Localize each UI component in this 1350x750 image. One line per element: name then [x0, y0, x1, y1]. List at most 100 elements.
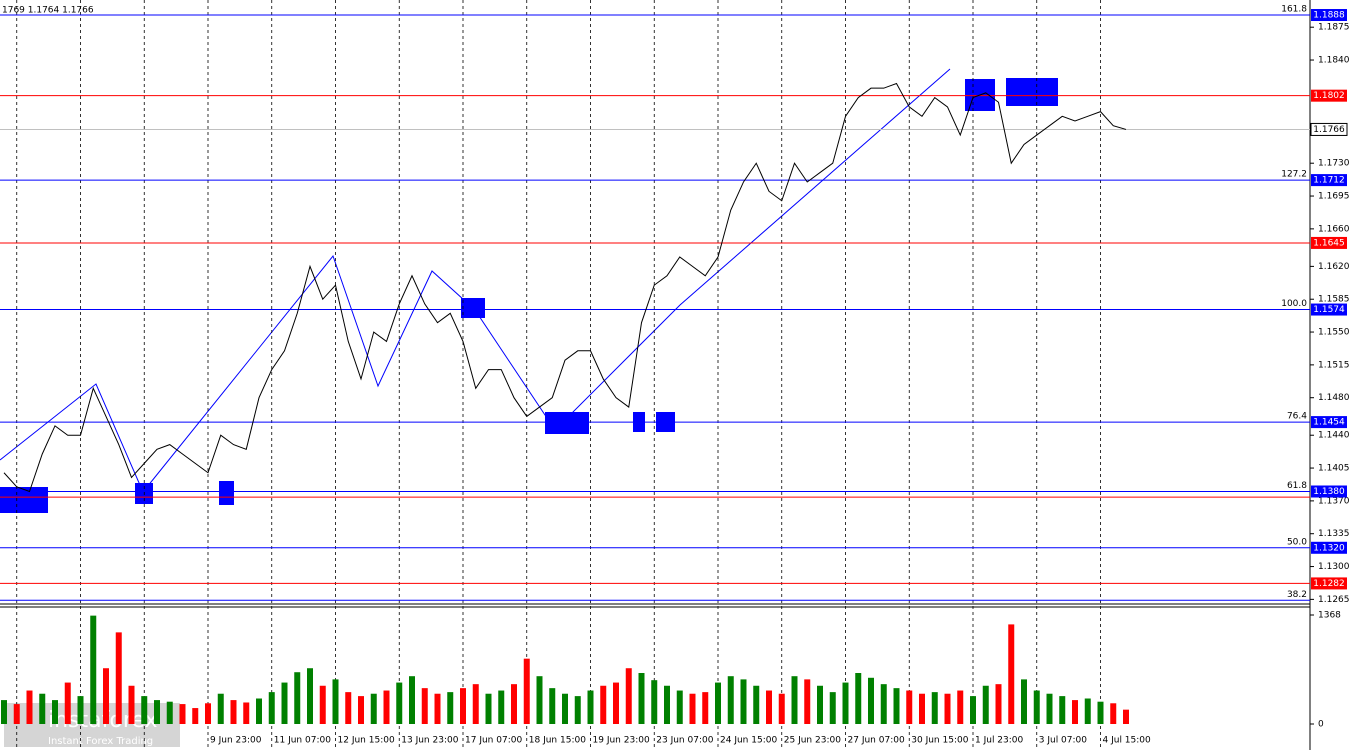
volume-bar	[868, 677, 874, 724]
y-tick-label: 1.1550	[1318, 328, 1350, 338]
volume-bar	[1046, 693, 1053, 724]
volume-bar	[192, 708, 199, 724]
volume-bar	[587, 690, 594, 724]
volume-bar	[574, 696, 581, 724]
volume-bar	[294, 672, 301, 724]
volume-bar	[115, 632, 122, 724]
volume-bar	[651, 680, 658, 724]
volume-bar	[702, 692, 709, 724]
volume-bar	[103, 668, 109, 724]
quote-header: 1769 1.1764 1.1766	[2, 6, 94, 16]
x-tick-label: 27 Jun 07:00	[848, 736, 905, 746]
volume-bar	[1008, 624, 1015, 724]
volume-bar	[970, 696, 976, 724]
volume-tick-label: 1368	[1318, 611, 1341, 621]
y-tick-label: 1.1405	[1318, 464, 1350, 474]
volume-bar	[1021, 679, 1027, 724]
volume-bar	[154, 700, 160, 724]
y-tick-label: 1.1300	[1318, 562, 1350, 572]
volume-bar	[256, 698, 262, 724]
volume-bar	[434, 693, 441, 724]
fib-label: 100.0	[1281, 299, 1307, 309]
volume-bar	[307, 668, 313, 724]
volume-bar	[77, 696, 84, 724]
x-tick-label: 17 Jun 07:00	[465, 736, 522, 746]
volume-bar	[1084, 698, 1091, 724]
volume-bar	[523, 658, 530, 724]
volume-bar	[855, 673, 862, 724]
volume-bar	[625, 668, 632, 724]
x-tick-label: 23 Jun 07:00	[656, 736, 713, 746]
volume-tick-label: 0	[1318, 720, 1324, 730]
y-tick-label: 1.1730	[1318, 159, 1350, 169]
fib-label: 61.8	[1287, 481, 1307, 491]
x-tick-label: 12 Jun 15:00	[338, 736, 395, 746]
box	[545, 412, 589, 434]
volume-bar	[689, 693, 696, 724]
volume-bar	[664, 685, 670, 724]
volume-bar	[600, 685, 607, 724]
volume-bar	[166, 701, 173, 724]
price-tag-label: 1.1282	[1313, 579, 1345, 589]
y-tick-label: 1.1515	[1318, 360, 1350, 370]
volume-bar	[995, 684, 1002, 724]
price-tag	[1311, 236, 1347, 249]
volume-bar	[26, 690, 33, 724]
volume-bar	[90, 615, 97, 724]
volume-bar	[383, 690, 390, 724]
volume-bar	[727, 676, 734, 724]
volume-bar	[549, 688, 556, 724]
volume-bar	[613, 682, 619, 724]
volume-bar	[766, 690, 772, 724]
fib-label: 127.2	[1281, 170, 1307, 180]
volume-bar	[345, 692, 352, 724]
volume-bar	[64, 682, 71, 724]
price-tag-label: 1.1320	[1313, 543, 1345, 553]
volume-bar	[919, 693, 925, 724]
price-tag	[1311, 174, 1347, 187]
volume-bar	[753, 685, 760, 724]
volume-bar	[179, 704, 186, 724]
price-tag-label: 1.1888	[1313, 11, 1345, 21]
volume-bar	[39, 693, 46, 724]
volume-bar	[217, 693, 224, 724]
box	[1006, 78, 1058, 106]
price-tag	[1311, 485, 1347, 498]
volume-bar	[906, 690, 913, 724]
volume-bar	[1123, 709, 1129, 724]
volume-bar	[880, 684, 887, 724]
price-tag-label: 1.1712	[1313, 176, 1345, 186]
price-tag-label: 1.1766	[1313, 125, 1345, 135]
x-tick-label: 1 Jul 23:00	[975, 736, 1024, 746]
volume-bar	[715, 682, 721, 724]
y-tick-label: 1.1840	[1318, 56, 1350, 66]
volume-bar	[498, 690, 505, 724]
price-tag	[1311, 303, 1347, 316]
y-tick-label: 1.1370	[1318, 496, 1350, 506]
volume-bar	[128, 685, 135, 724]
volume-bar	[268, 692, 275, 724]
volume-bar	[982, 685, 989, 724]
x-tick-label: 18 Jun 15:00	[529, 736, 586, 746]
volume-bar	[52, 700, 58, 724]
price-tag	[1311, 577, 1347, 590]
x-tick-label: 13 Jun 23:00	[401, 736, 458, 746]
volume-bar	[409, 676, 415, 724]
y-tick-label: 1.1620	[1318, 262, 1350, 272]
volume-bar	[1072, 700, 1078, 724]
volume-bar	[1033, 690, 1040, 724]
fib-label: 50.0	[1287, 537, 1307, 547]
price-tag	[1310, 122, 1348, 136]
volume-bar	[1110, 703, 1117, 724]
volume-bar	[817, 685, 823, 724]
price-tag-label: 1.1454	[1313, 418, 1345, 428]
y-tick-label: 1.1875	[1318, 23, 1350, 33]
volume-bar	[460, 688, 466, 724]
price-tag-label: 1.1574	[1313, 305, 1345, 315]
volume-bar	[804, 679, 811, 724]
volume-bar	[332, 679, 339, 724]
price-tag	[1311, 89, 1347, 102]
watermark-brand: instaforex	[48, 708, 158, 733]
